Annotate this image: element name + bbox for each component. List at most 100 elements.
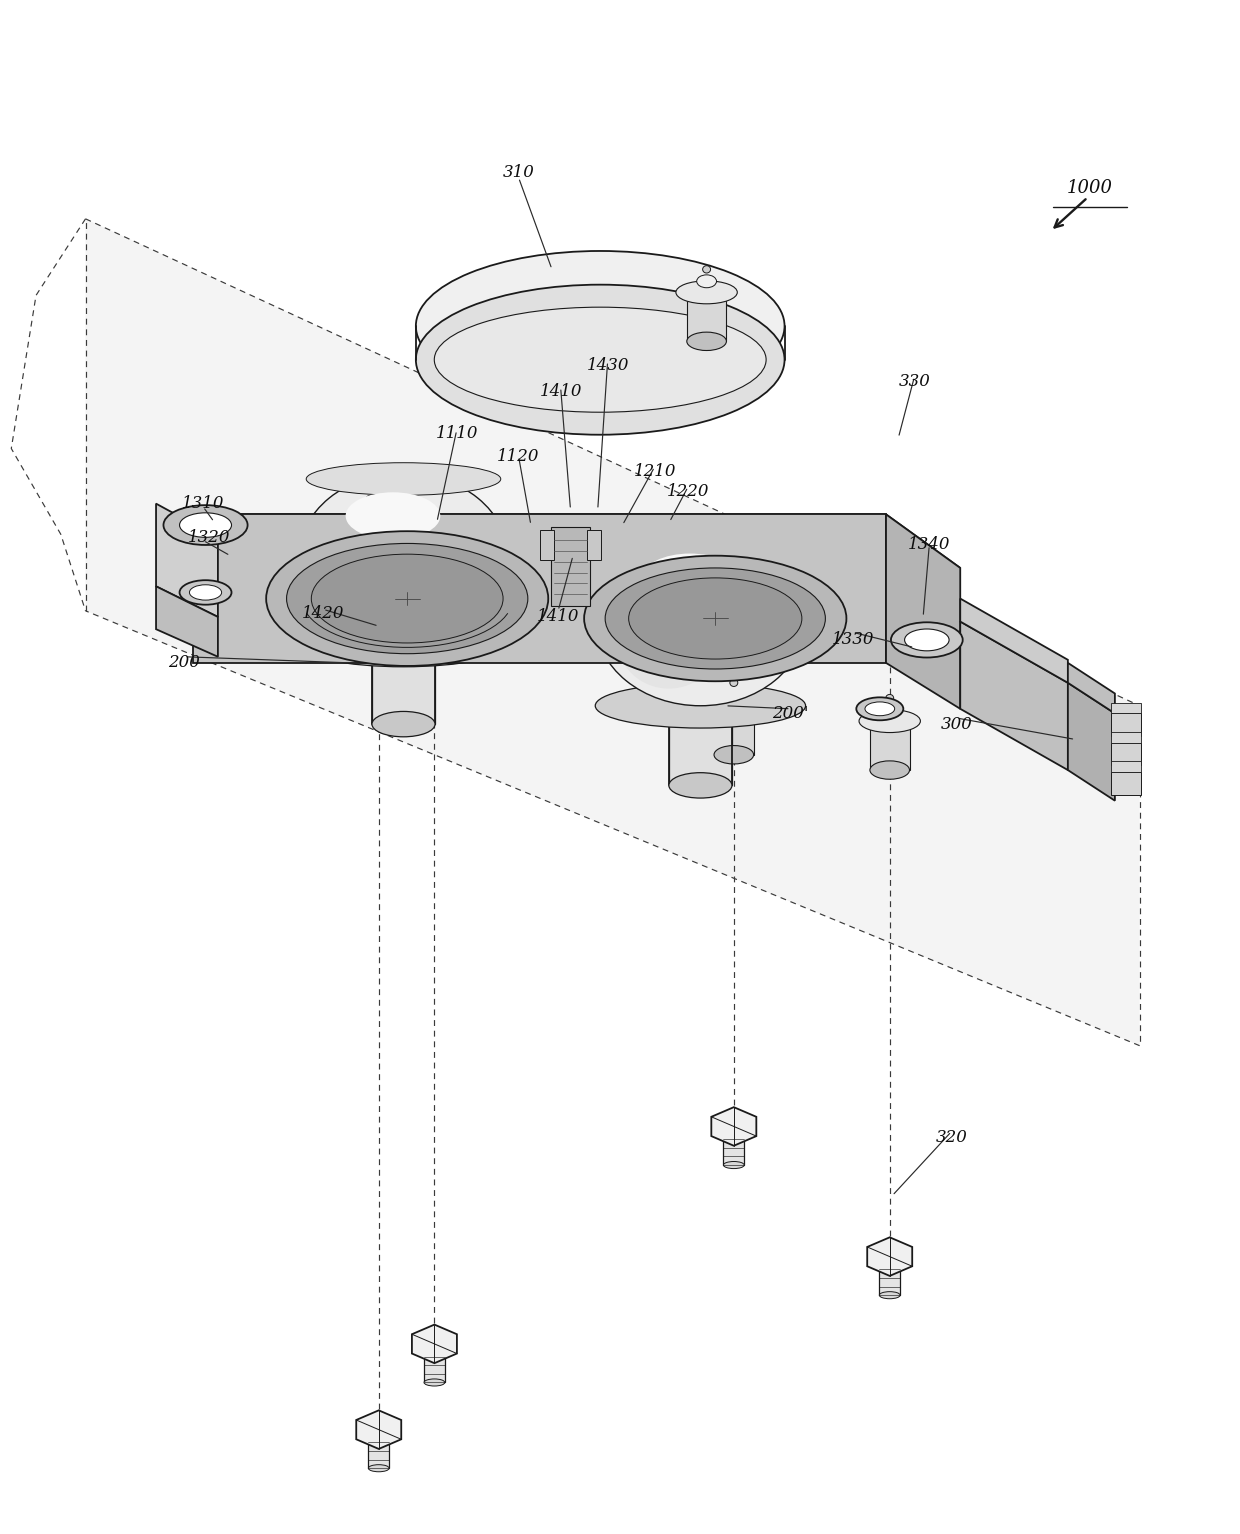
Ellipse shape [350,561,389,580]
Ellipse shape [368,1465,389,1471]
Ellipse shape [892,623,962,658]
Ellipse shape [885,695,894,701]
Ellipse shape [360,505,379,517]
Ellipse shape [723,1161,744,1169]
Polygon shape [960,621,1068,770]
Polygon shape [193,514,960,568]
Bar [551,526,590,606]
Text: 1340: 1340 [908,537,951,554]
Ellipse shape [164,505,248,545]
Ellipse shape [584,555,847,681]
Polygon shape [350,522,389,571]
Polygon shape [1111,703,1141,713]
Ellipse shape [687,333,727,350]
Ellipse shape [415,285,785,434]
Ellipse shape [603,525,797,557]
Polygon shape [193,514,887,663]
Ellipse shape [879,1292,900,1299]
Ellipse shape [605,568,826,669]
Ellipse shape [424,1379,445,1387]
Ellipse shape [180,512,232,537]
Polygon shape [412,1324,456,1364]
Ellipse shape [880,704,899,716]
Ellipse shape [415,252,785,400]
Polygon shape [712,1108,756,1146]
Ellipse shape [905,629,949,650]
Polygon shape [156,503,218,617]
Ellipse shape [424,578,444,591]
Ellipse shape [299,623,508,667]
Ellipse shape [414,635,454,653]
Ellipse shape [697,275,717,288]
Polygon shape [668,706,732,785]
Ellipse shape [340,511,401,534]
Polygon shape [86,219,1140,1046]
Text: 300: 300 [941,716,972,733]
Text: 320: 320 [936,1129,967,1146]
Ellipse shape [346,492,440,540]
Ellipse shape [629,578,802,660]
Text: 200: 200 [169,655,201,672]
Polygon shape [414,595,454,644]
Polygon shape [424,1344,445,1382]
Polygon shape [156,586,218,657]
Ellipse shape [676,281,738,304]
Polygon shape [714,706,754,755]
Bar [1111,772,1141,795]
Polygon shape [1068,683,1115,801]
Polygon shape [723,1126,744,1164]
Ellipse shape [372,712,435,736]
Polygon shape [1111,761,1141,772]
Polygon shape [356,1410,402,1450]
Polygon shape [870,721,909,770]
Bar [1111,713,1141,736]
Text: 1000: 1000 [1068,179,1114,198]
Polygon shape [372,644,435,724]
Text: 1110: 1110 [435,425,477,442]
Bar [587,529,601,560]
Ellipse shape [730,680,738,686]
Polygon shape [867,1238,913,1276]
Text: 330: 330 [899,373,930,390]
Ellipse shape [668,773,732,798]
Polygon shape [368,1430,389,1468]
Bar [1111,742,1141,765]
Ellipse shape [714,746,754,764]
Text: 1410: 1410 [539,384,582,400]
Polygon shape [687,293,727,342]
Ellipse shape [870,761,909,779]
Ellipse shape [859,710,920,733]
Text: 310: 310 [502,164,534,181]
Text: 1320: 1320 [188,529,231,546]
Ellipse shape [430,569,439,577]
Text: 1310: 1310 [182,495,224,512]
Ellipse shape [311,554,503,643]
Polygon shape [960,598,1068,683]
Text: 1410: 1410 [537,609,579,626]
Ellipse shape [404,584,465,607]
Ellipse shape [595,534,806,706]
Ellipse shape [724,689,744,701]
Ellipse shape [595,684,806,729]
Ellipse shape [286,543,528,653]
Polygon shape [1111,732,1141,742]
Text: 1330: 1330 [831,632,874,649]
Text: 1430: 1430 [587,357,629,374]
Ellipse shape [299,472,508,644]
Ellipse shape [703,695,765,718]
Ellipse shape [616,586,722,689]
Ellipse shape [267,531,548,666]
Polygon shape [1068,663,1115,713]
Text: 1220: 1220 [667,483,709,500]
Text: 1420: 1420 [301,606,345,623]
Ellipse shape [366,495,374,503]
Ellipse shape [190,584,222,600]
Ellipse shape [642,554,738,601]
Ellipse shape [320,525,424,627]
Ellipse shape [866,703,895,716]
Ellipse shape [306,463,501,495]
Text: 1210: 1210 [634,463,676,480]
Ellipse shape [857,698,903,721]
Ellipse shape [180,580,232,604]
Ellipse shape [703,265,711,273]
